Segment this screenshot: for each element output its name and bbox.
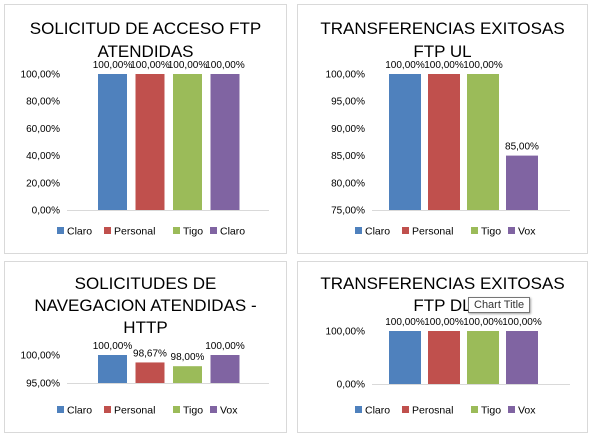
y-tick-label: 0,00% [337,380,365,391]
legend-label: Vox [518,405,536,417]
legend-swatch [104,227,111,234]
data-label: 100,00% [205,341,245,352]
legend-label: Claro [220,226,245,238]
legend-label: Claro [365,405,390,417]
chart-title-line: SOLICITUD DE ACCESO FTP [30,19,261,38]
bar[interactable] [428,74,460,210]
bar[interactable] [389,331,421,384]
chart-title-tooltip: Chart Title [468,297,531,313]
bar[interactable] [506,331,538,384]
data-label: 100,00% [463,317,503,328]
chart-svg: SOLICITUDES DE NAVEGACION ATENDIDAS - HTTP… [21,274,269,417]
data-label: 100,00% [424,60,464,71]
data-label: 100,00% [385,317,425,328]
y-tick-label: 0,00% [32,206,60,217]
legend-swatch [471,406,478,413]
legend-label: Personal [114,226,155,238]
y-tick-label: 95,00% [331,97,365,108]
legend-label: Claro [365,226,390,238]
data-label: 85,00% [505,142,539,153]
chart-svg: SOLICITUD DE ACCESO FTP ATENDIDAS 0,00% 20,… [21,19,269,238]
legend-label: Tigo [481,226,501,238]
legend-swatch [355,406,362,413]
legend-swatch [210,406,217,413]
y-tick-label: 80,00% [331,178,365,189]
y-tick-label: 100,00% [21,70,61,81]
legend-swatch [104,406,111,413]
chart-title-line: SOLICITUDES DE [75,274,217,293]
legend-swatch [471,227,478,234]
legend-label: Claro [67,226,92,238]
legend-label: Tigo [183,405,203,417]
chart-title-line: FTP UL [413,42,471,61]
legend-label: Vox [220,405,238,417]
chart-title-line: FTP DL [413,296,471,315]
data-label: 100,00% [93,341,133,352]
chart-svg: TRANSFERENCIAS EXITOSAS FTP DL 0,00% 100,00… [320,274,570,417]
legend-label: Tigo [481,405,501,417]
chart-title-line: NAVEGACION ATENDIDAS - [34,296,256,315]
chart-panel-ftp-dl[interactable]: TRANSFERENCIAS EXITOSAS FTP DL 0,00% 100,00… [297,261,588,433]
bar[interactable] [210,355,240,383]
chart-title-line: TRANSFERENCIAS EXITOSAS [320,274,564,293]
bar[interactable] [135,362,165,383]
legend-swatch [57,227,64,234]
legend-swatch [173,227,180,234]
legend-swatch [173,406,180,413]
chart-title-line: ATENDIDAS [97,42,193,61]
data-label: 100,00% [502,317,542,328]
data-label: 98,67% [133,348,167,359]
legend-swatch [402,406,409,413]
y-tick-label: 60,00% [26,124,60,135]
bar[interactable] [98,74,127,210]
bar[interactable] [389,74,421,210]
chart-title-line: TRANSFERENCIAS EXITOSAS [320,19,564,38]
chart-panel-ftp-ul[interactable]: TRANSFERENCIAS EXITOSAS FTP UL 75,00% 80,00… [297,4,588,254]
data-label: 100,00% [463,60,503,71]
legend-swatch [355,227,362,234]
y-tick-label: 90,00% [331,124,365,135]
legend-label: Claro [67,405,92,417]
bar[interactable] [135,74,165,210]
y-tick-label: 100,00% [21,351,61,362]
legend-swatch [508,406,515,413]
legend-swatch [210,227,217,234]
y-tick-label: 75,00% [331,206,365,217]
bar[interactable] [506,155,538,210]
data-label: 98,00% [171,352,205,363]
legend-label: Personal [114,405,155,417]
data-label: 100,00% [424,317,464,328]
bar[interactable] [210,74,240,210]
y-tick-label: 80,00% [26,97,60,108]
y-tick-label: 40,00% [26,151,60,162]
y-tick-label: 20,00% [26,178,60,189]
chart-title-line: HTTP [123,318,167,337]
bar[interactable] [173,74,202,210]
data-label: 100,00% [93,60,133,71]
legend-label: Tigo [183,226,203,238]
legend-swatch [402,227,409,234]
bar[interactable] [467,74,499,210]
y-tick-label: 100,00% [326,70,366,81]
data-label: 100,00% [130,60,170,71]
legend-label: Perosnal [412,405,453,417]
legend-swatch [57,406,64,413]
data-label: 100,00% [385,60,425,71]
chart-svg: TRANSFERENCIAS EXITOSAS FTP UL 75,00% 80,00… [320,19,570,238]
legend-swatch [508,227,515,234]
legend-label: Vox [518,226,536,238]
data-label: 100,00% [168,60,208,71]
data-label: 100,00% [205,60,245,71]
bar[interactable] [428,331,460,384]
y-tick-label: 85,00% [331,151,365,162]
chart-panel-ftp-access[interactable]: SOLICITUD DE ACCESO FTP ATENDIDAS 0,00% 20,… [4,4,287,254]
y-tick-label: 100,00% [326,327,366,338]
bar[interactable] [467,331,499,384]
bar[interactable] [98,355,127,383]
bar[interactable] [173,366,202,383]
chart-panel-http[interactable]: SOLICITUDES DE NAVEGACION ATENDIDAS - HTTP… [4,261,287,433]
legend-label: Personal [412,226,453,238]
y-tick-label: 95,00% [26,379,60,390]
